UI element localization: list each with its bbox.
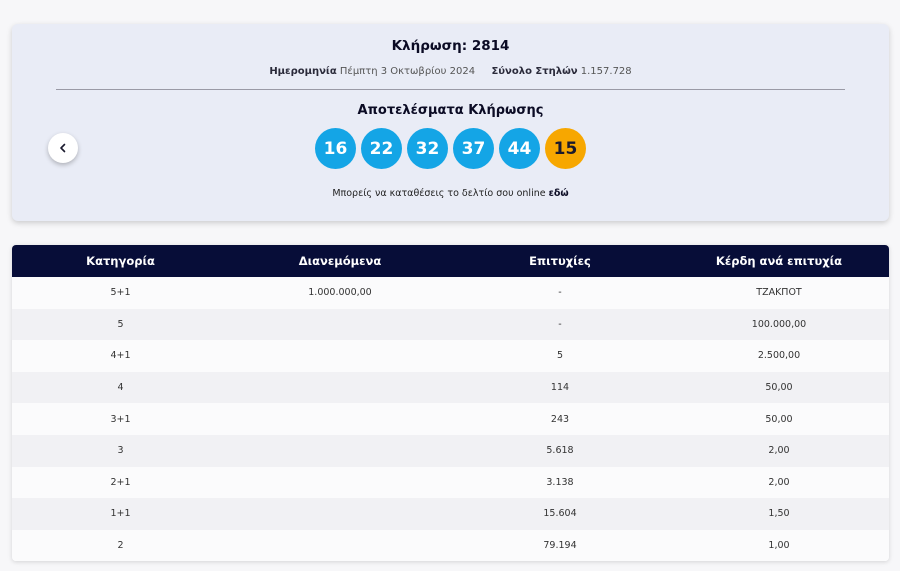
- online-link[interactable]: εδώ: [548, 188, 569, 199]
- table-row: 3+1 243 50,00: [12, 403, 889, 435]
- cell-winners: -: [558, 318, 562, 330]
- cell-winners: 114: [550, 382, 570, 394]
- joker-ball: 15: [545, 128, 586, 169]
- table-row: 4+1 5 2.500,00: [12, 340, 889, 372]
- online-submit-line: Μπορείς να καταθέσεις το δελτίο σου onli…: [12, 188, 889, 199]
- table-row: 2+1 3.138 2,00: [12, 466, 889, 499]
- cell-winners: -: [558, 287, 562, 299]
- columns-value: 1.157.728: [580, 66, 632, 77]
- cell-prize: ΤΖΑΚΠΟΤ: [756, 287, 802, 299]
- cell-distributed: [229, 498, 451, 530]
- cell-prize: 50,00: [765, 413, 793, 425]
- divider: [56, 89, 845, 90]
- number-ball: 44: [499, 128, 540, 169]
- cell-winners: 243: [550, 413, 570, 425]
- number-ball: 22: [361, 128, 402, 169]
- date-value: Πέμπτη 3 Οκτωβρίου 2024: [339, 66, 476, 77]
- cell-distributed: [229, 435, 451, 467]
- cell-prize: 50,00: [765, 382, 793, 394]
- cell-winners: 15.604: [543, 508, 577, 520]
- number-ball: 37: [453, 128, 494, 169]
- cell-category: 2: [117, 540, 124, 552]
- prize-table: Κατηγορία Διανεμόμενα Επιτυχίες Κέρδη αν…: [12, 245, 889, 561]
- header-prize-per-winner: Κέρδη ανά επιτυχία: [715, 254, 843, 268]
- table-row: 2 79.194 1,00: [12, 529, 889, 561]
- cell-distributed: [229, 467, 451, 499]
- number-ball: 16: [315, 128, 356, 169]
- cell-category: 4+1: [110, 350, 131, 362]
- cell-winners: 5: [556, 350, 564, 362]
- draw-meta: Ημερομηνία Πέμπτη 3 Οκτωβρίου 2024 Σύνολ…: [12, 66, 889, 77]
- table-row: 5 - 100.000,00: [12, 308, 889, 341]
- header-distributed: Διανεμόμενα: [298, 254, 382, 268]
- cell-category: 2+1: [110, 476, 131, 488]
- cell-prize: 2.500,00: [757, 350, 801, 362]
- table-row: 4 114 50,00: [12, 371, 889, 404]
- cell-category: 4: [117, 382, 124, 394]
- prize-table-card: Κατηγορία Διανεμόμενα Επιτυχίες Κέρδη αν…: [12, 245, 889, 561]
- table-row: 3 5.618 2,00: [12, 434, 889, 467]
- chevron-left-icon: [60, 143, 66, 153]
- cell-distributed: [229, 403, 451, 435]
- number-ball: 32: [407, 128, 448, 169]
- cell-category: 5: [117, 318, 124, 330]
- header-category: Κατηγορία: [86, 254, 155, 268]
- cell-category: 5+1: [110, 287, 131, 299]
- cell-winners: 79.194: [543, 540, 577, 552]
- columns-label: Σύνολο Στηλών: [491, 66, 578, 77]
- cell-prize: 2,00: [768, 445, 790, 457]
- cell-distributed: 1.000.000,00: [308, 287, 372, 299]
- cell-prize: 1,50: [768, 508, 790, 520]
- header-winners: Επιτυχίες: [529, 254, 591, 268]
- cell-category: 3: [117, 445, 124, 457]
- date-label: Ημερομηνία: [269, 66, 337, 77]
- cell-prize: 1,00: [768, 540, 790, 552]
- table-header-row: Κατηγορία Διανεμόμενα Επιτυχίες Κέρδη αν…: [12, 245, 889, 277]
- winning-numbers: 16 22 32 37 44 15: [12, 128, 889, 169]
- cell-distributed: [229, 372, 451, 404]
- cell-category: 3+1: [110, 413, 131, 425]
- draw-card: Κλήρωση: 2814 Ημερομηνία Πέμπτη 3 Οκτωβρ…: [12, 24, 889, 221]
- draw-title: Κλήρωση: 2814: [391, 38, 510, 54]
- cell-winners: 5.618: [546, 445, 574, 457]
- table-row: 5+1 1.000.000,00 - ΤΖΑΚΠΟΤ: [12, 277, 889, 309]
- online-text: Μπορείς να καταθέσεις το δελτίο σου onli…: [332, 188, 546, 199]
- results-title: Αποτελέσματα Κλήρωσης: [357, 103, 544, 118]
- cell-prize: 100.000,00: [751, 318, 807, 330]
- cell-distributed: [229, 340, 451, 372]
- cell-winners: 3.138: [546, 476, 574, 488]
- cell-distributed: [229, 309, 451, 341]
- cell-category: 1+1: [110, 508, 131, 520]
- previous-draw-button[interactable]: [48, 133, 78, 163]
- table-row: 1+1 15.604 1,50: [12, 498, 889, 530]
- cell-prize: 2,00: [768, 476, 790, 488]
- cell-distributed: [229, 530, 451, 561]
